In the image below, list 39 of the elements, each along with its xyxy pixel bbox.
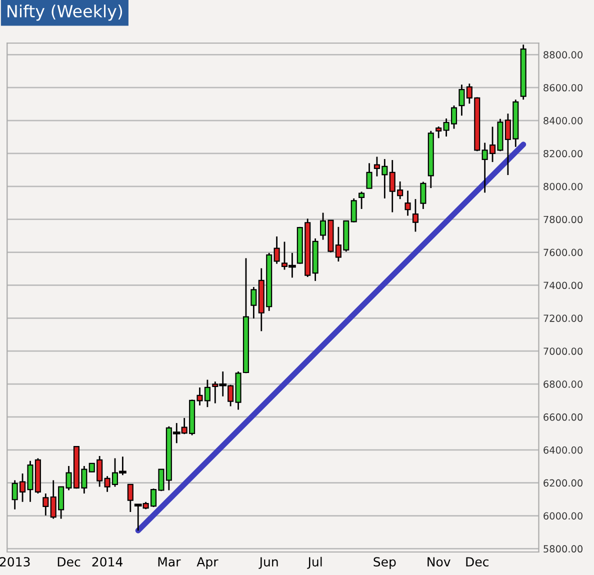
candlestick <box>127 484 134 513</box>
x-tick-label: Apr <box>196 557 218 569</box>
y-tick-label: 7800.00 <box>544 216 582 224</box>
y-tick-label: 7400.00 <box>544 282 582 290</box>
candlestick <box>358 190 365 210</box>
y-tick-label: 5800.00 <box>544 545 582 553</box>
x-tick-label: Sep <box>374 557 396 569</box>
y-tick-label: 8600.00 <box>544 84 582 92</box>
y-tick-label: 6200.00 <box>544 479 582 487</box>
candlestick <box>350 198 357 223</box>
candlestick <box>42 492 49 516</box>
y-tick-label: 6400.00 <box>544 446 582 454</box>
x-tick-label: Jul <box>307 556 322 569</box>
x-tick-label: Dec <box>466 557 488 567</box>
candlestick <box>274 236 280 264</box>
x-tick-label: 2013 <box>0 557 30 567</box>
x-tick-label: Nov <box>428 557 450 567</box>
chart-title: Nifty (Weekly) <box>8 4 122 21</box>
y-tick-label: 7200.00 <box>544 314 582 322</box>
y-tick-label: 8400.00 <box>544 117 582 124</box>
y-tick-label: 7000.00 <box>544 348 582 355</box>
x-tick-label: Dec <box>58 557 80 567</box>
y-tick-label: 7600.00 <box>544 248 582 256</box>
y-tick-label: 6000.00 <box>544 512 582 520</box>
candlestick <box>458 84 465 116</box>
x-tick-label: Jun <box>258 557 278 569</box>
candlestick <box>436 126 442 139</box>
y-tick-label: 8800.00 <box>544 51 582 58</box>
y-tick-label: 6600.00 <box>544 413 582 421</box>
candlestick <box>412 198 418 232</box>
y-tick-label: 8000.00 <box>544 182 582 190</box>
y-tick-label: 6800.00 <box>544 380 582 388</box>
x-tick-label: 2014 <box>92 557 122 567</box>
candlestick <box>404 190 411 216</box>
candlestick <box>420 181 426 210</box>
x-tick-label: Mar <box>158 557 181 567</box>
y-tick-label: 8200.00 <box>544 150 582 158</box>
candlestick <box>366 162 372 190</box>
candlestick <box>250 286 257 320</box>
